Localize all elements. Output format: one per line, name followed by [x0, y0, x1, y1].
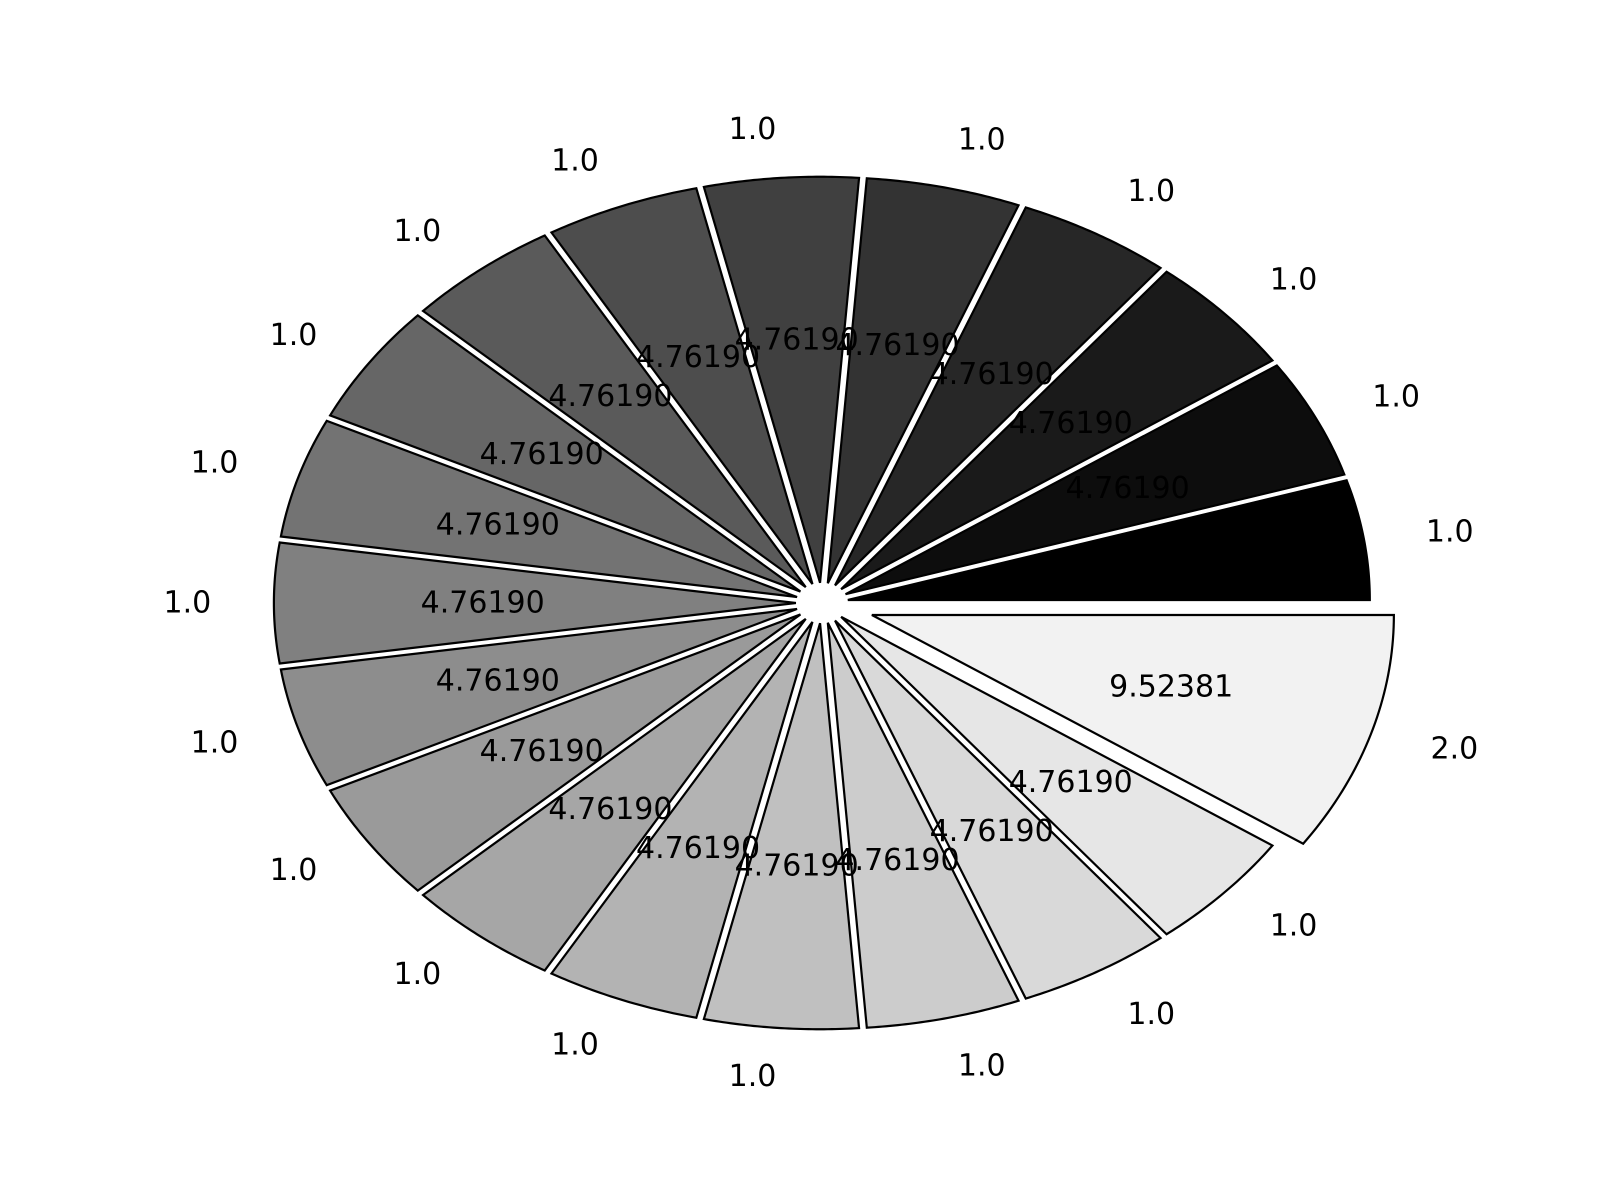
slice-value-label: 1.0 — [729, 112, 777, 147]
slice-value-label: 1.0 — [1270, 262, 1318, 297]
slice-percent-label: 4.76190 — [636, 340, 760, 375]
pie-slice — [871, 613, 1395, 846]
value-labels: 1.0 1.0 1.0 1.0 1.0 1.0 1.0 1.0 1.0 1.0 1.0 1.0 1.0 1… — [164, 112, 1479, 1094]
pie-slice — [702, 622, 861, 1031]
pie-slice — [845, 364, 1346, 596]
slice-value-label: 1.0 — [393, 214, 441, 249]
pie-slice — [549, 621, 814, 1019]
slice-value-label: 1.0 — [729, 1059, 777, 1094]
slice-value-label: 1.0 — [1372, 379, 1420, 414]
slice-percent-label: 9.52381 — [1109, 669, 1233, 704]
slice-percent-label: 4.76190 — [835, 328, 959, 363]
slice-percent-label: 4.76190 — [930, 814, 1054, 849]
slice-value-label: 1.0 — [551, 1028, 599, 1063]
slice-value-label: 1.0 — [1127, 174, 1175, 209]
slice-value-label: 1.0 — [1127, 997, 1175, 1032]
slice-value-label: 1.0 — [191, 726, 239, 761]
slice-percent-label: 4.76190 — [436, 508, 560, 543]
pie-slice — [328, 314, 802, 593]
slice-percent-label: 4.76190 — [735, 849, 859, 884]
slice-value-label: 1.0 — [270, 318, 318, 353]
pie-slice — [840, 270, 1275, 591]
slice-value-label: 1.0 — [191, 445, 239, 480]
slice-value-label: 1.0 — [551, 143, 599, 178]
pie-slice — [279, 607, 798, 787]
slice-percent-label: 4.76190 — [1009, 765, 1133, 800]
pie-slice — [272, 541, 797, 665]
slice-percent-label: 4.76190 — [930, 357, 1054, 392]
slice-percent-label: 4.76190 — [436, 663, 560, 698]
pie-slices — [272, 175, 1395, 1031]
slice-percent-label: 4.76190 — [421, 586, 545, 621]
pie-slice — [279, 419, 798, 599]
pie-slice — [328, 613, 802, 892]
slice-percent-label: 4.76190 — [1095, 546, 1219, 581]
slice-percent-label: 4.76190 — [480, 437, 604, 472]
slice-value-label: 1.0 — [270, 853, 318, 888]
pie-slice — [421, 234, 807, 589]
slice-value-label: 1.0 — [958, 122, 1006, 157]
slice-value-label: 1.0 — [958, 1049, 1006, 1084]
slice-value-label: 1.0 — [1270, 909, 1318, 944]
slice-percent-label: 4.76190 — [835, 843, 959, 878]
pie-slice — [834, 619, 1163, 1000]
pie-slice — [840, 615, 1275, 936]
pie-slice — [421, 617, 807, 972]
slice-percent-label: 4.76190 — [636, 831, 760, 866]
slice-value-label: 2.0 — [1431, 732, 1479, 767]
slice-percent-label: 4.76190 — [480, 734, 604, 769]
slice-value-label: 1.0 — [393, 957, 441, 992]
pie-slice — [702, 175, 861, 584]
slice-value-label: 1.0 — [1426, 515, 1474, 550]
pie-slice — [847, 479, 1371, 602]
slice-percent-label: 4.76190 — [1066, 471, 1190, 506]
slice-percent-label: 4.76190 — [548, 792, 672, 827]
pie-slice — [826, 622, 1021, 1029]
slice-percent-label: 4.76190 — [548, 379, 672, 414]
pie-slice — [826, 177, 1021, 584]
slice-percent-label: 4.76190 — [1009, 406, 1133, 441]
slice-percent-label: 4.76190 — [735, 322, 859, 357]
pie-slice — [834, 206, 1163, 587]
pie-slice — [549, 187, 814, 585]
percent-labels: 4.761904.761904.761904.761904.761904.761… — [421, 322, 1234, 883]
slice-value-label: 1.0 — [164, 586, 212, 621]
